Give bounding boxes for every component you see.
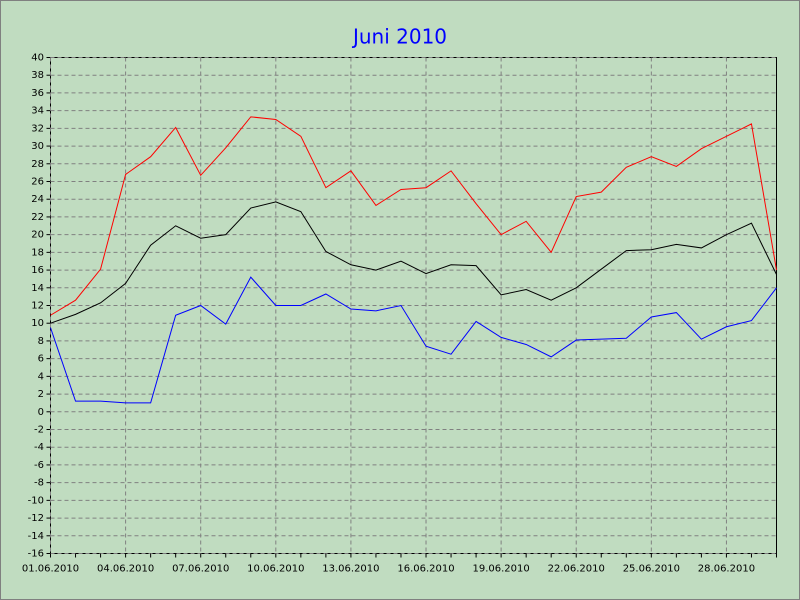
y-tick-label: 2 bbox=[38, 389, 44, 400]
y-tick-label: -14 bbox=[28, 531, 44, 542]
y-tick-label: -8 bbox=[34, 478, 44, 489]
series-line bbox=[50, 276, 777, 404]
y-tick-label: 16 bbox=[31, 265, 44, 276]
y-tick-label: 24 bbox=[31, 194, 44, 205]
x-tick-label: 13.06.2010 bbox=[322, 564, 379, 575]
y-tick-label: 40 bbox=[31, 53, 44, 64]
y-tick-label: -12 bbox=[28, 513, 44, 524]
y-tick-label: 0 bbox=[38, 407, 44, 418]
series-line bbox=[50, 116, 777, 316]
y-tick-label: 32 bbox=[31, 123, 44, 134]
y-tick-label: 30 bbox=[31, 141, 44, 152]
y-tick-label: -4 bbox=[34, 442, 44, 453]
y-tick-label: 28 bbox=[31, 159, 44, 170]
y-tick-label: -10 bbox=[28, 495, 44, 506]
chart-title: Juni 2010 bbox=[351, 25, 447, 49]
y-tick-label: 38 bbox=[31, 70, 44, 81]
series-line bbox=[50, 201, 777, 324]
x-tick-label: 19.06.2010 bbox=[472, 564, 529, 575]
y-tick-label: 20 bbox=[31, 230, 44, 241]
y-tick-label: 26 bbox=[31, 177, 44, 188]
x-tick-label: 07.06.2010 bbox=[172, 564, 229, 575]
y-tick-label: 14 bbox=[31, 283, 44, 294]
x-tick-label: 10.06.2010 bbox=[247, 564, 304, 575]
y-tick-label: 8 bbox=[38, 336, 44, 347]
x-tick-label: 25.06.2010 bbox=[623, 564, 680, 575]
y-tick-label: 10 bbox=[31, 318, 44, 329]
x-tick-label: 22.06.2010 bbox=[548, 564, 605, 575]
x-tick-label: 16.06.2010 bbox=[397, 564, 454, 575]
y-tick-label: 18 bbox=[31, 247, 44, 258]
x-tick-label: 04.06.2010 bbox=[97, 564, 154, 575]
y-tick-label: -16 bbox=[28, 549, 44, 560]
y-tick-label: -6 bbox=[34, 460, 44, 471]
y-tick-label: 4 bbox=[38, 371, 44, 382]
y-tick-label: 36 bbox=[31, 88, 44, 99]
y-tick-label: 22 bbox=[31, 212, 44, 223]
y-tick-label: 6 bbox=[38, 354, 44, 365]
y-tick-label: 12 bbox=[31, 301, 44, 312]
y-tick-label: -2 bbox=[34, 425, 44, 436]
x-tick-label: 28.06.2010 bbox=[698, 564, 755, 575]
x-tick-label: 01.06.2010 bbox=[22, 564, 79, 575]
y-tick-label: 34 bbox=[31, 106, 44, 117]
